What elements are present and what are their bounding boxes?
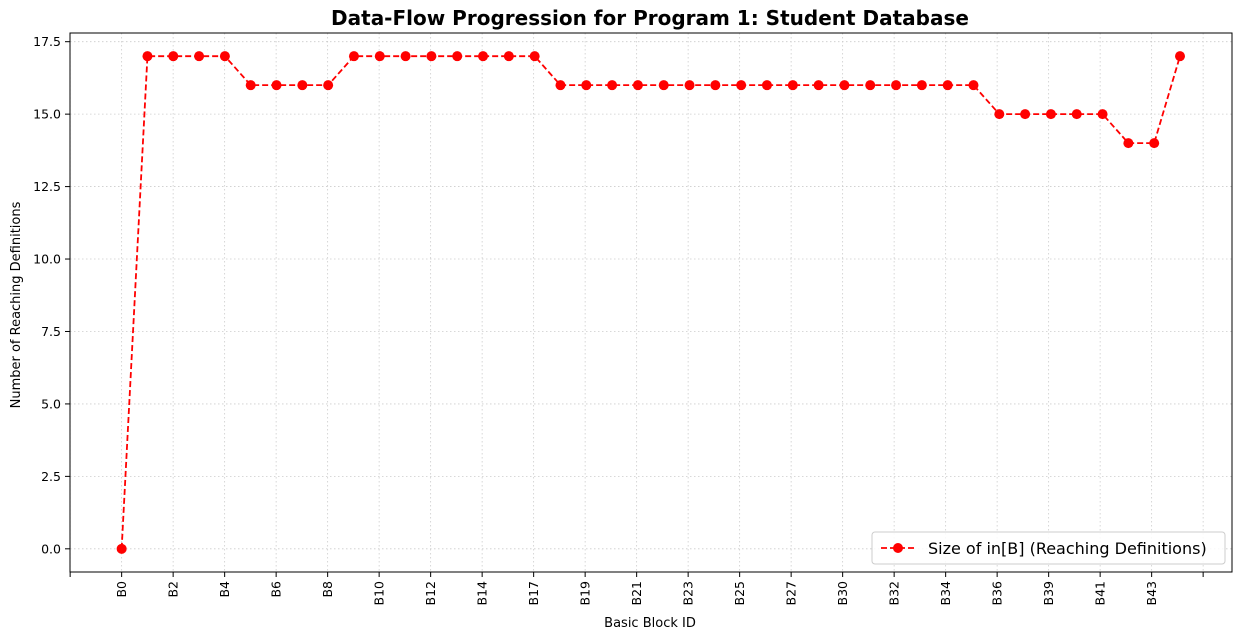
grid-layer	[69, 33, 1232, 572]
x-tick-label: B23	[681, 581, 696, 605]
legend-marker-sample	[893, 543, 903, 553]
data-point	[916, 80, 927, 91]
x-tick-label: B39	[1041, 581, 1056, 606]
data-point	[581, 80, 592, 91]
data-point	[865, 80, 876, 91]
x-tick-label: B27	[784, 581, 799, 605]
x-tick-label: B34	[938, 581, 953, 606]
legend: Size of in[B] (Reaching Definitions)	[871, 531, 1226, 565]
y-tick-label: 10.0	[33, 252, 61, 267]
data-point	[1071, 109, 1082, 120]
data-point	[658, 80, 669, 91]
data-point	[426, 51, 437, 62]
x-tick-label: B12	[423, 581, 438, 605]
data-point	[761, 80, 772, 91]
x-axis-label: Basic Block ID	[604, 616, 696, 631]
x-tick-label: B30	[835, 581, 850, 606]
data-point	[194, 51, 205, 62]
series-line	[120, 55, 1181, 549]
data-point	[968, 80, 979, 91]
data-point	[1123, 138, 1134, 149]
data-point	[710, 80, 721, 91]
y-tick-label: 7.5	[41, 324, 61, 339]
data-point	[1020, 109, 1031, 120]
x-tick-label: B4	[217, 581, 232, 598]
x-tick-label: B19	[578, 581, 593, 606]
data-point	[116, 543, 127, 554]
y-axis-label: Number of Reaching Definitions	[9, 201, 24, 408]
y-tick-label: 5.0	[41, 396, 61, 411]
legend-label: Size of in[B] (Reaching Definitions)	[928, 539, 1207, 558]
x-tick-label: B10	[372, 581, 387, 606]
chart-title: Data-Flow Progression for Program 1: Stu…	[331, 6, 969, 30]
x-tick-label: B41	[1093, 581, 1108, 605]
data-point	[994, 109, 1005, 120]
x-tick-label: B0	[114, 581, 129, 598]
x-tick-label: B17	[526, 581, 541, 605]
data-point	[297, 80, 308, 91]
data-point	[813, 80, 824, 91]
data-point	[736, 80, 747, 91]
plot-frame	[69, 32, 1233, 573]
x-tick-label: B2	[166, 581, 181, 598]
data-point	[684, 80, 695, 91]
data-point	[1149, 138, 1160, 149]
series-layer	[116, 51, 1185, 554]
x-tick-label: B36	[990, 581, 1005, 606]
data-point	[478, 51, 489, 62]
data-point	[787, 80, 798, 91]
x-tick-label: B21	[629, 581, 644, 605]
y-tick-label: 0.0	[41, 541, 61, 556]
data-point	[452, 51, 463, 62]
data-point	[1175, 51, 1185, 62]
data-point	[1045, 109, 1056, 120]
data-point	[400, 51, 411, 62]
data-point	[891, 80, 902, 91]
x-tick-label: B25	[732, 581, 747, 605]
y-tick-label: 15.0	[33, 107, 61, 122]
data-point	[607, 80, 618, 91]
x-tick-label: B32	[887, 581, 902, 605]
ticks-layer: 0.0 2.5 5.0 7.5 10.0 12.5 15.0 17.5 B0 B2 B4 B6 B8 B1…	[33, 34, 1204, 606]
x-tick-label: B14	[475, 581, 490, 606]
data-point	[632, 80, 643, 91]
data-point	[942, 80, 953, 91]
data-point	[503, 51, 514, 62]
legend-box	[871, 531, 1226, 565]
x-tick-label: B43	[1144, 581, 1159, 605]
data-point	[271, 80, 282, 91]
data-point	[374, 51, 385, 62]
data-point	[555, 80, 566, 91]
data-point	[219, 51, 230, 62]
y-tick-label: 12.5	[33, 179, 61, 194]
data-point	[323, 80, 334, 91]
data-point	[348, 51, 359, 62]
x-tick-label: B6	[269, 581, 284, 598]
y-tick-label: 17.5	[33, 34, 61, 49]
data-point	[168, 51, 179, 62]
data-point	[1097, 109, 1108, 120]
y-tick-label: 2.5	[41, 469, 61, 484]
data-point	[142, 51, 153, 62]
x-tick-label: B8	[320, 581, 335, 598]
data-point	[529, 51, 540, 62]
data-point	[839, 80, 850, 91]
data-point	[245, 80, 256, 91]
